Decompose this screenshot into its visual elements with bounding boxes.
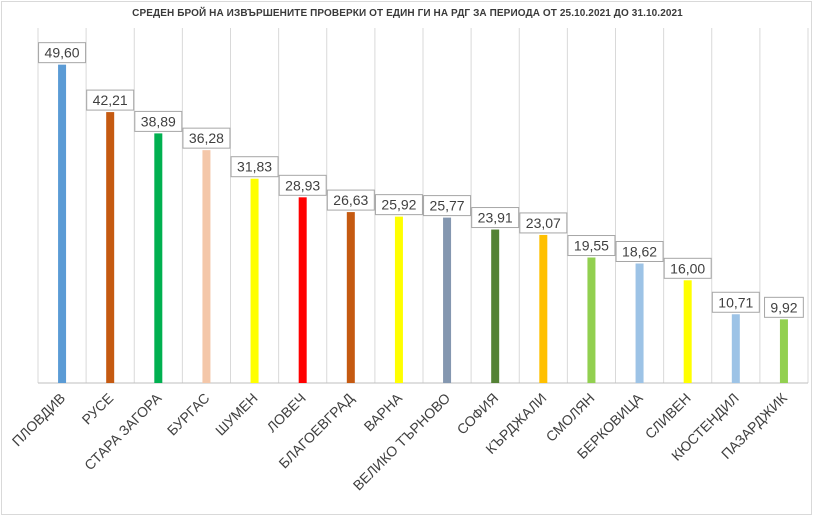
data-label-box [86, 89, 135, 111]
data-label-box [134, 110, 183, 132]
data-label-box [230, 156, 279, 178]
category-label: ШУМЕН [212, 390, 261, 439]
bar [731, 314, 740, 383]
bar [683, 280, 692, 383]
bar [491, 229, 500, 383]
category-label: БУРГАС [164, 390, 213, 439]
data-label-box [711, 291, 760, 313]
data-label: 38,89 [141, 113, 176, 129]
data-label-box [326, 189, 375, 211]
data-label-box [663, 257, 712, 279]
bar [635, 263, 644, 383]
bar [154, 133, 163, 383]
category-label: СОФИЯ [454, 390, 502, 438]
data-label: 10,71 [718, 294, 753, 310]
bar [202, 150, 211, 383]
bar [443, 217, 452, 383]
data-label-box [423, 195, 472, 217]
data-label-box [519, 212, 568, 234]
data-label: 31,83 [237, 159, 272, 175]
data-label: 49,60 [45, 45, 80, 61]
bar [394, 216, 403, 383]
data-label: 16,00 [670, 260, 705, 276]
category-label: ЛОВЕЧ [263, 390, 308, 435]
data-label: 28,93 [285, 177, 320, 193]
data-label: 9,92 [770, 299, 797, 315]
bar [587, 257, 596, 383]
category-label: ВАРНА [361, 389, 406, 434]
bar [106, 112, 115, 383]
chart-title: СРЕДЕН БРОЙ НА ИЗВЪРШЕНИТЕ ПРОВЕРКИ ОТ Е… [132, 8, 683, 19]
data-label-box [182, 127, 231, 149]
data-label-box [764, 296, 804, 318]
bar [539, 234, 548, 383]
bar [779, 319, 788, 383]
data-label: 18,62 [622, 243, 657, 259]
category-label: ВЕЛИКО ТЪРНОВО [350, 390, 454, 494]
data-label-box [615, 240, 664, 262]
category-label: ПЛОВДИВ [9, 390, 68, 449]
data-label: 23,91 [478, 210, 513, 226]
data-label-box [471, 207, 520, 229]
bar [250, 178, 259, 383]
data-label: 23,07 [526, 215, 561, 231]
data-label: 26,63 [333, 192, 368, 208]
data-label: 36,28 [189, 130, 224, 146]
bar [298, 197, 307, 383]
data-label: 42,21 [93, 92, 128, 108]
data-label: 19,55 [574, 238, 609, 254]
data-label-box [567, 235, 616, 257]
data-label: 25,92 [381, 197, 416, 213]
category-label: РУСЕ [79, 390, 117, 428]
data-label: 25,77 [430, 198, 465, 214]
data-label-box [38, 42, 87, 64]
bar [346, 212, 355, 383]
data-label-box [278, 174, 327, 196]
bar [58, 64, 67, 384]
data-label-box [374, 194, 423, 216]
